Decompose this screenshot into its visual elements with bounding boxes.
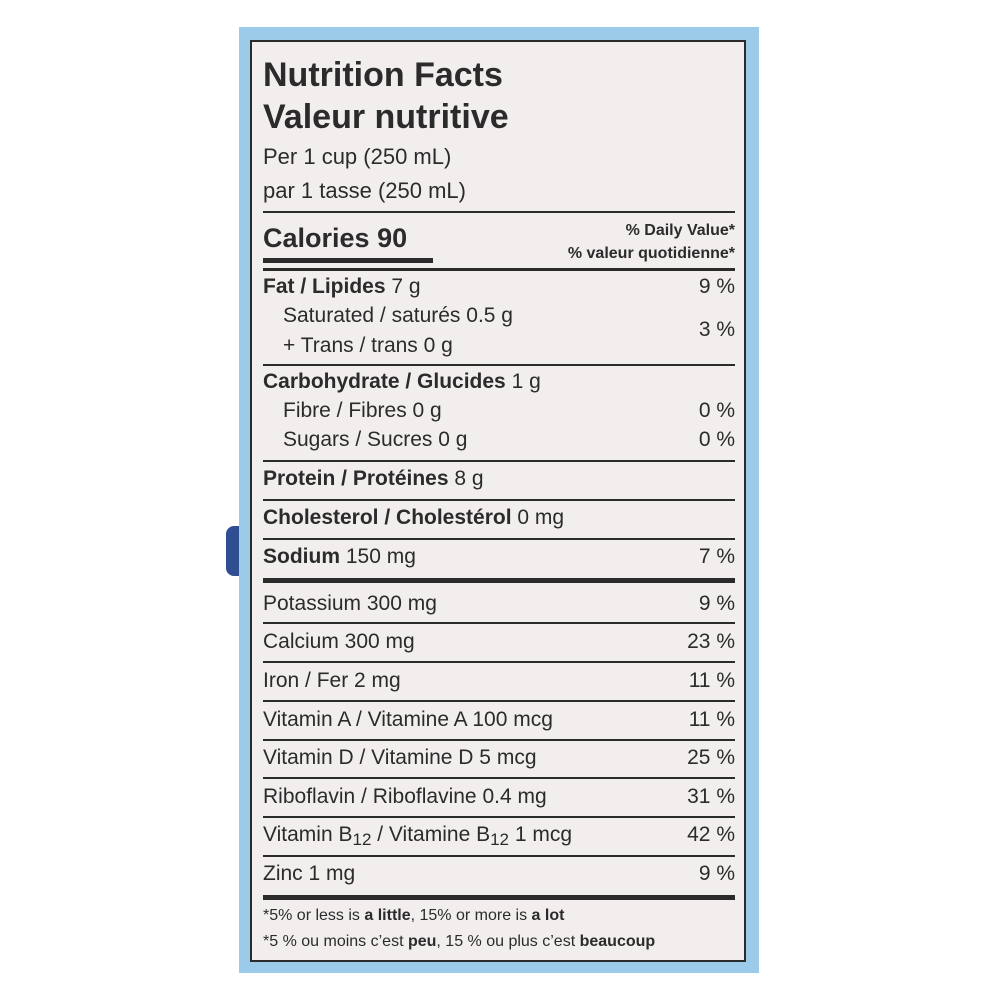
- footnote-french: *5 % ou moins c’est peu, 15 % ou plus c’…: [263, 933, 656, 950]
- saturated-trans-daily-value: 3 %: [698, 318, 735, 341]
- nutrition-facts-panel: Nutrition Facts Valeur nutritive Per 1 c…: [250, 40, 746, 962]
- divider: [263, 364, 735, 366]
- vitamin-d-label: Vitamin D / Vitamine D 5 mcg: [263, 746, 537, 769]
- sugars-daily-value: 0 %: [698, 428, 735, 451]
- vitamin-d-daily-value: 25 %: [687, 746, 735, 769]
- divider: [263, 777, 735, 779]
- zinc-daily-value: 9 %: [698, 862, 735, 885]
- fibre-daily-value: 0 %: [698, 399, 735, 422]
- vitamin-a-label: Vitamin A / Vitamine A 100 mcg: [263, 708, 553, 731]
- riboflavin-daily-value: 31 %: [687, 785, 735, 808]
- divider: [263, 700, 735, 702]
- riboflavin-label: Riboflavin / Riboflavine 0.4 mg: [263, 785, 547, 808]
- divider: [263, 855, 735, 857]
- vitamin-b12-daily-value: 42 %: [687, 823, 735, 846]
- divider: [263, 739, 735, 741]
- calcium-daily-value: 23 %: [687, 630, 735, 653]
- fibre-label: Fibre / Fibres 0 g: [283, 399, 442, 422]
- trans-label: + Trans / trans 0 g: [283, 334, 453, 357]
- title-french: Valeur nutritive: [263, 98, 509, 136]
- daily-value-heading-french: % valeur quotidienne*: [567, 245, 735, 262]
- serving-size-english: Per 1 cup (250 mL): [263, 144, 452, 169]
- divider: [263, 622, 735, 624]
- thick-divider: [263, 578, 735, 583]
- divider: [263, 661, 735, 663]
- fat-amount: 7 g: [391, 275, 421, 298]
- potassium-label: Potassium 300 mg: [263, 592, 437, 615]
- divider: [263, 268, 735, 271]
- nutrition-label-frame: Nutrition Facts Valeur nutritive Per 1 c…: [239, 27, 759, 973]
- calories-value: 90: [377, 223, 408, 253]
- divider: [263, 211, 735, 213]
- fat-daily-value: 9 %: [698, 275, 735, 298]
- title-english: Nutrition Facts: [263, 56, 503, 94]
- thick-divider: [263, 895, 735, 900]
- calcium-label: Calcium 300 mg: [263, 630, 415, 653]
- cholesterol-amount: 0 mg: [517, 506, 565, 529]
- saturated-label: Saturated / saturés 0.5 g: [283, 304, 513, 327]
- carbohydrate-amount: 1 g: [511, 370, 541, 393]
- divider: [263, 816, 735, 818]
- sodium-amount: 150 mg: [345, 545, 416, 568]
- divider: [263, 538, 735, 540]
- iron-label: Iron / Fer 2 mg: [263, 669, 401, 692]
- cholesterol-label: Cholesterol / Cholestérol: [263, 506, 512, 529]
- calories-label: Calories: [263, 223, 370, 253]
- calories-line: Calories 90: [263, 222, 407, 254]
- zinc-label: Zinc 1 mg: [263, 862, 356, 885]
- sugars-label: Sugars / Sucres 0 g: [283, 428, 468, 451]
- fat-label: Fat / Lipides: [263, 275, 386, 298]
- divider: [263, 499, 735, 501]
- sodium-daily-value: 7 %: [698, 545, 735, 568]
- iron-daily-value: 11 %: [688, 669, 735, 692]
- protein-amount: 8 g: [454, 467, 484, 490]
- daily-value-heading-english: % Daily Value*: [625, 222, 735, 239]
- sodium-label: Sodium: [263, 545, 340, 568]
- potassium-daily-value: 9 %: [698, 592, 735, 615]
- protein-label: Protein / Protéines: [263, 467, 449, 490]
- vitamin-b12-label: Vitamin B12 / Vitamine B12 1 mcg: [263, 823, 573, 849]
- divider: [263, 460, 735, 462]
- calories-underline: [263, 258, 433, 263]
- footnote-english: *5% or less is a little, 15% or more is …: [263, 907, 565, 924]
- vitamin-a-daily-value: 11 %: [688, 708, 735, 731]
- serving-size-french: par 1 tasse (250 mL): [263, 178, 466, 203]
- package-edge-blue: [226, 526, 240, 576]
- carbohydrate-label: Carbohydrate / Glucides: [263, 370, 506, 393]
